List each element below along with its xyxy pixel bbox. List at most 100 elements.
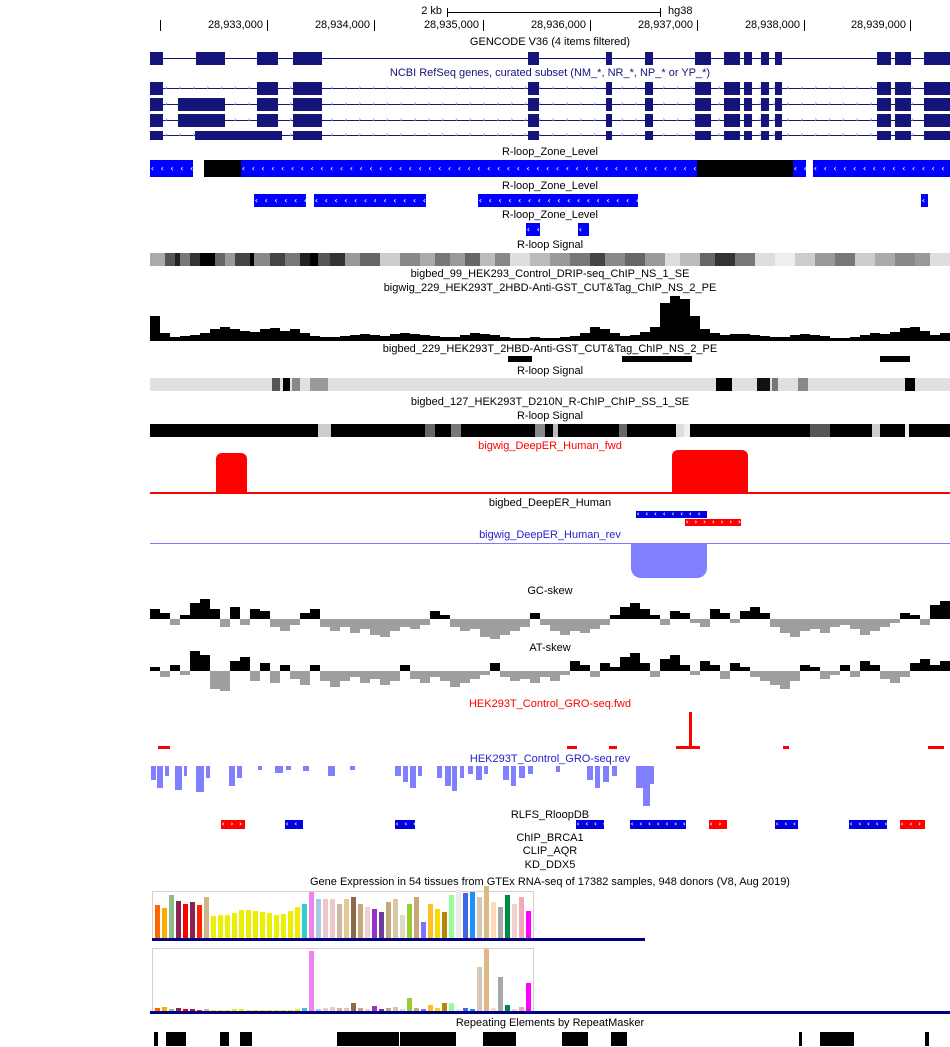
signal-tick (928, 746, 944, 749)
track-label-bigbed99[interactable]: bigbed_99_HEK293_Control_DRIP-seq_ChIP_N… (410, 268, 690, 280)
wiggle-bar (720, 335, 730, 341)
skew-neg (550, 619, 560, 631)
skew-pos (440, 615, 450, 619)
exon-block (744, 131, 752, 140)
skew-neg (650, 671, 660, 677)
skew-neg (320, 619, 330, 627)
skew-pos (670, 655, 680, 671)
track-label-deeper-bed[interactable]: bigbed_DeepER_Human (488, 497, 612, 509)
heatmap-segment (215, 253, 225, 266)
bed-block (611, 1032, 627, 1046)
track-label-groseq-rev[interactable]: HEK293T_Control_GRO-seq.rev (469, 753, 631, 765)
wiggle-bar (650, 327, 660, 341)
zone-chevrons: ‹‹ (578, 225, 589, 234)
rev-spike (528, 766, 533, 774)
wiggle-bar (410, 334, 420, 341)
heatmap-segment (180, 253, 190, 266)
wiggle-bar (560, 337, 570, 341)
bed-block (562, 1032, 588, 1046)
signal-tick (609, 746, 617, 749)
skew-neg (880, 671, 890, 679)
wiggle-bar (810, 335, 820, 341)
bed-chevrons: ››››››› (685, 519, 741, 526)
gtex-bar (169, 895, 174, 938)
skew-pos (310, 609, 320, 619)
wiggle-bar (730, 334, 740, 341)
rev-spike (603, 766, 609, 782)
rev-spike (286, 766, 291, 770)
rev-spike (636, 766, 643, 788)
exon-block (895, 52, 911, 65)
ruler-tick (590, 20, 591, 31)
skew-neg (450, 619, 460, 627)
gtex-bar (449, 1003, 454, 1011)
track-label-rloop-signal-3[interactable]: R-loop Signal (516, 410, 584, 422)
track-label-refseq[interactable]: NCBI RefSeq genes, curated subset (NM_*,… (389, 67, 711, 79)
gtex-bar (316, 899, 321, 938)
exon-block (695, 98, 711, 111)
gtex-bar (162, 908, 167, 938)
exon-block (528, 98, 539, 111)
heatmap-segment (165, 253, 175, 266)
track-label-rloop-zone-3[interactable]: R-loop_Zone_Level (501, 209, 598, 221)
track-label-at-skew[interactable]: AT-skew (529, 642, 571, 654)
exon-block (877, 82, 891, 95)
rloop-zone-segment (150, 160, 193, 177)
skew-neg (500, 671, 510, 677)
gtex-bar (295, 1009, 300, 1011)
skew-neg (270, 671, 280, 683)
gtex-bar (260, 1010, 265, 1011)
zone-chevrons: ‹‹ (793, 164, 806, 173)
track-label-bigwig229[interactable]: bigwig_229_HEK293T_2HBD-Anti-GST_CUT&Tag… (383, 282, 717, 294)
gtex-bar (176, 1008, 181, 1011)
skew-neg (360, 619, 370, 629)
skew-neg (340, 619, 350, 627)
track-label-rloop-zone-2[interactable]: R-loop_Zone_Level (501, 180, 598, 192)
exon-block (724, 114, 740, 127)
heatmap-segment (283, 378, 290, 391)
rloop-zone-segment (921, 194, 928, 207)
track-label-rlfs[interactable]: RLFS_RloopDB (510, 809, 590, 821)
exon-block (645, 114, 653, 127)
track-label-deeper-fwd[interactable]: bigwig_DeepER_Human_fwd (478, 440, 622, 452)
track-label-clip-aqr[interactable]: CLIP_AQR (522, 845, 578, 857)
rev-spike (206, 766, 210, 778)
track-label-gtex[interactable]: Gene Expression in 54 tissues from GTEx … (310, 876, 790, 888)
track-label-kd-ddx5[interactable]: KD_DDX5 (524, 859, 576, 871)
track-label-rloop-signal-2[interactable]: R-loop Signal (516, 365, 584, 377)
exon-block (877, 52, 891, 65)
wiggle-bar (490, 335, 500, 341)
heatmap-segment (550, 253, 570, 266)
rloop-zone-segment (314, 194, 426, 207)
skew-neg (880, 619, 890, 627)
heatmap-segment (715, 253, 735, 266)
track-label-chip-brca1[interactable]: ChIP_BRCA1 (516, 832, 584, 844)
rev-spike (175, 766, 182, 790)
track-label-deeper-rev[interactable]: bigwig_DeepER_Human_rev (479, 529, 621, 541)
skew-pos (150, 609, 160, 619)
exon-block (528, 131, 539, 140)
wiggle-bar (660, 303, 670, 341)
track-label-groseq-fwd[interactable]: HEK293T_Control_GRO-seq.fwd (468, 698, 631, 710)
track-label-bigbed229[interactable]: bigbed_229_HEK293T_2HBD-Anti-GST_CUT&Tag… (382, 343, 718, 355)
gtex-bar (372, 909, 377, 938)
track-label-rloop-zone-1[interactable]: R-loop_Zone_Level (501, 146, 598, 158)
track-label-rloop-signal-1[interactable]: R-loop Signal (516, 239, 584, 251)
skew-neg (480, 671, 490, 675)
skew-neg (420, 671, 430, 683)
wiggle-bar (690, 316, 700, 341)
gtex-bar (232, 1009, 237, 1011)
heatmap-segment (380, 253, 400, 266)
wiggle-bar (200, 333, 210, 341)
track-label-bigbed127[interactable]: bigbed_127_HEK293T_D210N_R-ChIP_ChIP_SS_… (410, 396, 690, 408)
zone-chevrons: ‹‹‹‹‹‹ (254, 196, 306, 205)
bed-chevrons: ››› (221, 820, 245, 828)
gtex-bar (477, 967, 482, 1011)
track-label-repeatmasker[interactable]: Repeating Elements by RepeatMasker (455, 1017, 645, 1029)
skew-neg (830, 671, 840, 675)
track-label-gc-skew[interactable]: GC-skew (527, 585, 573, 597)
gtex-bar (526, 983, 531, 1011)
track-label-gencode[interactable]: GENCODE V36 (4 items filtered) (469, 36, 631, 48)
skew-neg (520, 619, 530, 627)
skew-neg (290, 671, 300, 679)
